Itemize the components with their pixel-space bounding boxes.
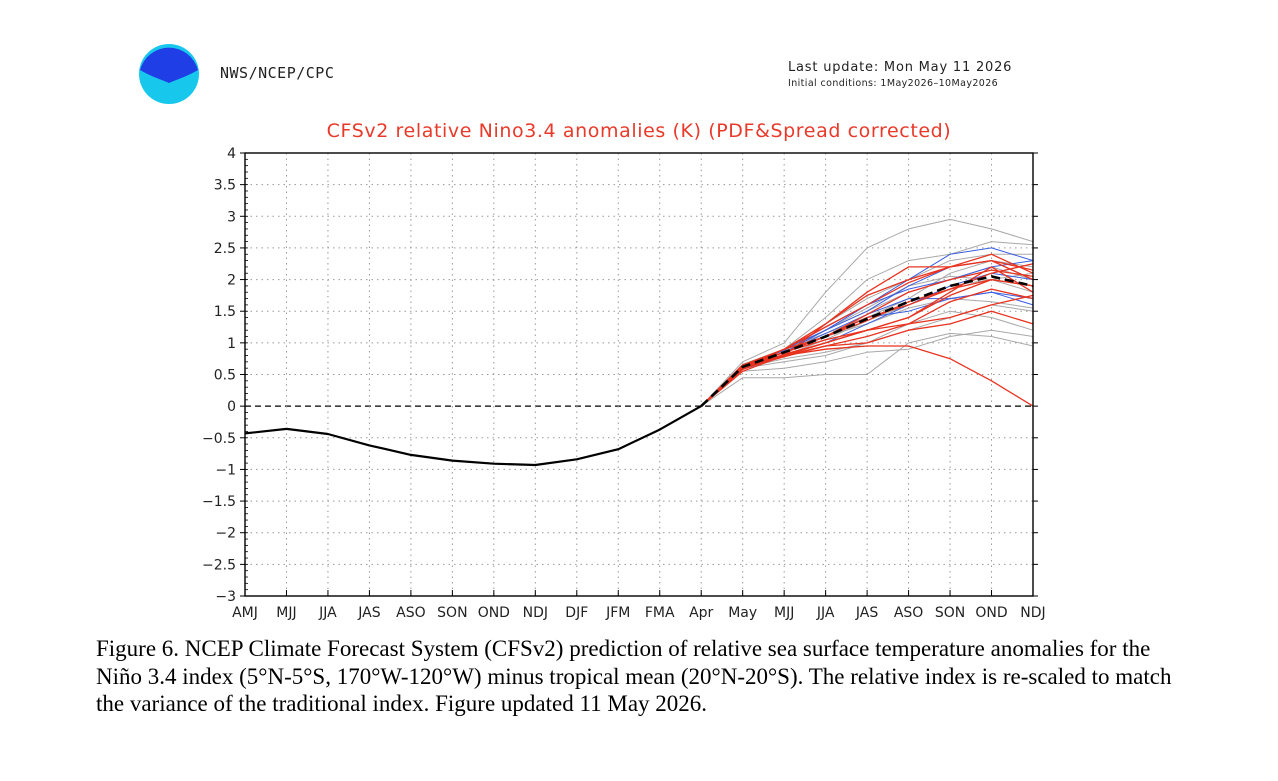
gray-member-line: [700, 310, 1034, 407]
red-member-line: [700, 253, 1034, 407]
x-tick-label: JJA: [318, 605, 337, 621]
figure-caption: Figure 6. NCEP Climate Forecast System (…: [96, 636, 1172, 716]
x-tick-label: ASO: [396, 605, 425, 621]
initial-conditions-text: Initial conditions: 1May2026–10May2026: [788, 78, 999, 89]
chart-grid: [245, 153, 1033, 596]
x-tick-label: JAS: [855, 605, 878, 621]
x-tick-label: JJA: [816, 605, 835, 621]
nino34-chart: CFSv2 relative Nino3.4 anomalies (K) (PD…: [202, 120, 1046, 621]
x-tick-label: MJJ: [774, 605, 794, 621]
x-tick-label: MJJ: [276, 605, 296, 621]
gray-member-line: [700, 218, 1034, 407]
chart-title: CFSv2 relative Nino3.4 anomalies (K) (PD…: [327, 120, 952, 142]
blue-member-line: [700, 291, 1034, 407]
main-lines: [244, 275, 1034, 467]
observed-line: [244, 405, 702, 467]
agency-label: NWS/NCEP/CPC: [220, 64, 335, 82]
y-tick-label: −1.5: [202, 494, 236, 510]
y-tick-label: 2: [227, 273, 236, 289]
y-tick-label: 1: [227, 336, 236, 352]
blue-member-line: [700, 291, 1034, 407]
x-tick-label: NDJ: [523, 605, 548, 621]
y-tick-label: −2.5: [202, 557, 236, 573]
x-tick-label: ASO: [894, 605, 923, 621]
red-member-line: [700, 294, 1034, 407]
y-tick-label: 4: [227, 146, 236, 162]
red-member-line: [700, 288, 1034, 407]
x-tick-label: DJF: [565, 605, 588, 621]
x-tick-label: May: [728, 605, 757, 621]
y-tick-label: 0.5: [214, 368, 236, 384]
last-update-text: Last update: Mon May 11 2026: [788, 60, 1013, 75]
x-tick-label: SON: [437, 605, 467, 621]
y-tick-label: −3: [215, 589, 236, 605]
y-tick-label: 3: [227, 209, 236, 225]
y-tick-label: 2.5: [214, 241, 236, 257]
x-tick-label: FMA: [645, 605, 675, 621]
x-tick-label: JAS: [357, 605, 380, 621]
x-tick-label: Apr: [689, 605, 713, 621]
red-member-line: [700, 345, 1034, 407]
ensemble-mean-line: [700, 275, 1034, 408]
y-tick-label: 3.5: [214, 178, 236, 194]
gray-member-line: [700, 329, 1034, 407]
x-axis: AMJ MJJ JJA JAS ASO SON OND NDJ DJF JFM FMA Apr May M…: [232, 590, 1046, 621]
x-tick-label: AMJ: [232, 605, 258, 621]
y-tick-label: −2: [215, 526, 236, 542]
x-tick-label: SON: [935, 605, 965, 621]
noaa-logo-icon: [139, 44, 199, 104]
y-tick-label: 1.5: [214, 304, 236, 320]
y-tick-label: 0: [227, 399, 236, 415]
plot-frame: [244, 152, 1034, 597]
x-tick-label: OND: [478, 605, 510, 621]
red-member-line: [700, 310, 1034, 407]
y-axis: 4 3.5 3 2.5 2 1.5 1 0.5 0 −0.5 −1 −1.5 −2 −2.5 −3: [202, 146, 1038, 605]
y-tick-label: −1: [215, 462, 236, 478]
x-tick-label: NDJ: [1020, 605, 1045, 621]
y-tick-label: −0.5: [202, 431, 236, 447]
x-tick-label: OND: [975, 605, 1007, 621]
x-tick-label: JFM: [605, 605, 630, 621]
gray-member-line: [700, 332, 1034, 407]
